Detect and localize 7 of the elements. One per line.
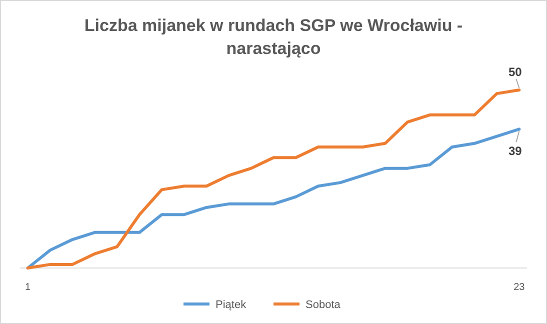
- legend-label: Sobota: [306, 299, 342, 311]
- x-tick-label: 23: [514, 282, 526, 293]
- x-tick-label: 1: [25, 282, 32, 293]
- data-label: 39: [508, 144, 522, 158]
- legend-label: Piątek: [216, 299, 247, 311]
- chart-title: Liczba mijanek w rundach SGP we Wrocławiu - narastająco: [84, 16, 463, 58]
- data-label: 50: [508, 65, 522, 79]
